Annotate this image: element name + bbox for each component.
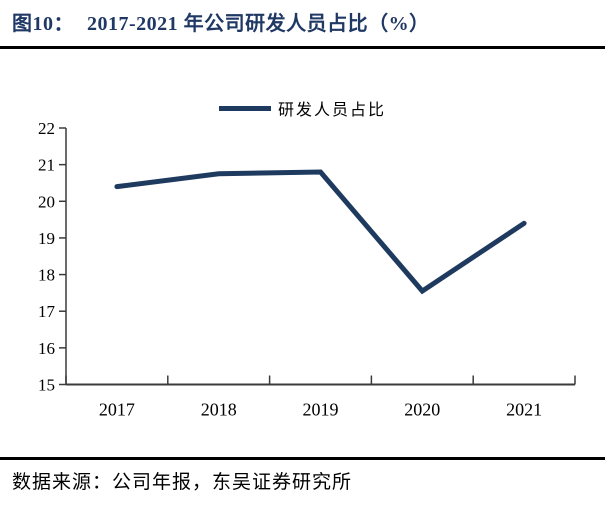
figure-number: 图10： [12, 13, 74, 35]
title-divider [0, 46, 605, 49]
source-divider [0, 457, 605, 460]
y-tick-label: 15 [38, 376, 55, 395]
legend-label: 研发人员占比 [277, 102, 386, 119]
y-tick-label: 21 [38, 156, 55, 175]
figure-title-text: 2017-2021 年公司研发人员占比（%） [87, 13, 430, 35]
legend-line-swatch [218, 105, 271, 111]
x-tick-label: 2018 [201, 400, 237, 420]
x-tick-label: 2017 [99, 400, 135, 420]
y-tick-label: 18 [38, 266, 55, 285]
y-tick-label: 19 [38, 229, 55, 248]
x-tick-label: 2020 [404, 400, 440, 420]
x-tick-label: 2019 [303, 400, 339, 420]
data-source-text: 数据来源：公司年报，东吴证券研究所 [12, 472, 353, 493]
y-tick-label: 20 [38, 192, 55, 211]
x-tick-label: 2021 [506, 400, 542, 420]
figure-title: 图10： 2017-2021 年公司研发人员占比（%） [12, 7, 430, 36]
legend: 研发人员占比 [0, 96, 605, 120]
y-tick-label: 17 [38, 302, 56, 321]
series-line [114, 169, 527, 295]
y-tick-label: 16 [38, 339, 55, 358]
y-tick-label: 22 [38, 119, 55, 138]
